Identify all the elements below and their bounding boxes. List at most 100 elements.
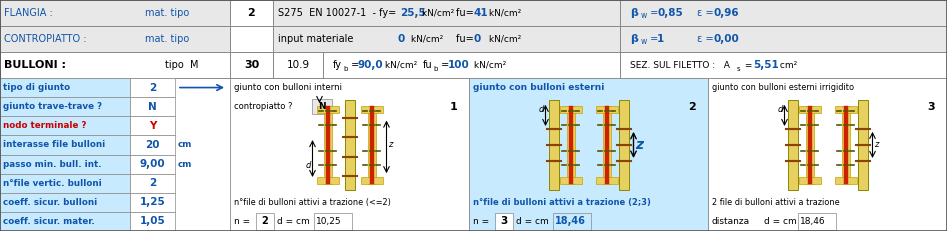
Text: 20: 20 bbox=[145, 140, 160, 150]
Text: CONTROPIATTO :: CONTROPIATTO : bbox=[4, 34, 86, 44]
Bar bbox=[0, 193, 130, 212]
Text: giunto trave-trave ?: giunto trave-trave ? bbox=[3, 102, 102, 111]
Bar bbox=[326, 106, 330, 184]
Bar bbox=[708, 78, 947, 231]
Text: 9,00: 9,00 bbox=[140, 159, 166, 169]
Bar bbox=[857, 100, 867, 190]
Text: S275  EN 10027-1  - fy=: S275 EN 10027-1 - fy= bbox=[278, 8, 400, 18]
Text: mat. tipo: mat. tipo bbox=[145, 8, 189, 18]
Text: β: β bbox=[630, 34, 638, 44]
Text: cm: cm bbox=[178, 140, 192, 149]
Bar bbox=[230, 52, 273, 78]
Text: d = cm: d = cm bbox=[764, 217, 796, 226]
Text: giunto con bulloni esterni irrigidito: giunto con bulloni esterni irrigidito bbox=[712, 83, 854, 92]
Text: nodo terminale ?: nodo terminale ? bbox=[3, 121, 86, 130]
Bar bbox=[0, 52, 620, 78]
Bar bbox=[361, 106, 383, 113]
Bar bbox=[469, 78, 708, 231]
Text: n°file vertic. bulloni: n°file vertic. bulloni bbox=[3, 179, 101, 188]
Text: tipo di giunto: tipo di giunto bbox=[3, 83, 70, 92]
Text: =: = bbox=[348, 60, 363, 70]
Bar bbox=[0, 135, 130, 155]
Bar bbox=[0, 78, 130, 97]
Bar bbox=[130, 155, 175, 174]
Text: 2: 2 bbox=[247, 8, 256, 18]
Text: =: = bbox=[647, 34, 661, 44]
Bar bbox=[0, 155, 130, 174]
Text: cm: cm bbox=[178, 160, 192, 169]
Text: SEZ. SUL FILETTO :   A: SEZ. SUL FILETTO : A bbox=[630, 61, 730, 70]
Bar bbox=[230, 26, 273, 52]
Bar bbox=[842, 106, 849, 184]
Bar bbox=[230, 0, 273, 26]
Text: 18,46: 18,46 bbox=[800, 217, 826, 226]
Text: 90,0: 90,0 bbox=[358, 60, 384, 70]
Text: interasse file bulloni: interasse file bulloni bbox=[3, 140, 105, 149]
Bar bbox=[798, 106, 820, 113]
Text: kN/cm²: kN/cm² bbox=[419, 9, 455, 18]
Text: s: s bbox=[737, 66, 741, 72]
Text: kN/cm²: kN/cm² bbox=[382, 61, 418, 70]
Text: 2: 2 bbox=[149, 82, 156, 93]
Text: giunto con bulloni interni: giunto con bulloni interni bbox=[234, 83, 342, 92]
Text: giunto con bulloni esterni: giunto con bulloni esterni bbox=[473, 83, 604, 92]
Bar bbox=[834, 106, 856, 113]
Bar bbox=[369, 106, 373, 184]
Text: coeff. sicur. mater.: coeff. sicur. mater. bbox=[3, 217, 95, 226]
Bar bbox=[0, 116, 130, 135]
Bar bbox=[316, 177, 338, 184]
Text: 0,96: 0,96 bbox=[713, 8, 739, 18]
Text: 10,25: 10,25 bbox=[316, 217, 342, 226]
Text: distanza: distanza bbox=[712, 217, 750, 226]
Text: n =: n = bbox=[234, 217, 253, 226]
Text: ε =: ε = bbox=[697, 34, 717, 44]
Text: w: w bbox=[641, 37, 647, 46]
Text: kN/cm²: kN/cm² bbox=[486, 34, 521, 43]
Text: =: = bbox=[647, 8, 661, 18]
Text: 18,46: 18,46 bbox=[555, 216, 586, 226]
Text: z: z bbox=[388, 140, 393, 149]
Text: 100: 100 bbox=[448, 60, 470, 70]
Text: w: w bbox=[641, 12, 647, 21]
Text: 2: 2 bbox=[149, 178, 156, 188]
Bar bbox=[0, 212, 130, 231]
Bar bbox=[130, 97, 175, 116]
Text: 3: 3 bbox=[927, 102, 935, 112]
Bar bbox=[361, 177, 383, 184]
Bar bbox=[798, 177, 820, 184]
Text: mat. tipo: mat. tipo bbox=[145, 34, 189, 44]
Text: 3: 3 bbox=[500, 216, 508, 226]
Bar bbox=[620, 26, 947, 52]
Text: 41: 41 bbox=[474, 8, 489, 18]
Text: 0,85: 0,85 bbox=[657, 8, 683, 18]
Text: z: z bbox=[635, 138, 644, 152]
Bar bbox=[256, 213, 274, 230]
Bar bbox=[618, 100, 629, 190]
Bar bbox=[273, 52, 323, 78]
Bar bbox=[314, 213, 352, 230]
Text: d: d bbox=[777, 105, 783, 114]
Bar bbox=[367, 106, 376, 184]
Text: b: b bbox=[343, 66, 348, 72]
Bar bbox=[604, 106, 609, 184]
Text: z: z bbox=[874, 140, 879, 149]
Text: n°file di bulloni attivi a trazione (2;3): n°file di bulloni attivi a trazione (2;3… bbox=[473, 198, 651, 207]
Text: coeff. sicur. bulloni: coeff. sicur. bulloni bbox=[3, 198, 98, 207]
Text: b: b bbox=[433, 66, 438, 72]
Bar bbox=[345, 100, 354, 190]
Bar bbox=[130, 193, 175, 212]
Text: n°file di bulloni attivi a trazione (<=2): n°file di bulloni attivi a trazione (<=2… bbox=[234, 198, 391, 207]
Bar bbox=[495, 213, 513, 230]
Bar bbox=[553, 213, 591, 230]
Text: d = cm: d = cm bbox=[277, 217, 310, 226]
Bar bbox=[0, 26, 620, 52]
Bar bbox=[130, 78, 175, 97]
Text: kN/cm²: kN/cm² bbox=[408, 34, 443, 43]
Bar bbox=[620, 0, 947, 26]
Bar bbox=[806, 106, 813, 184]
Text: d = cm: d = cm bbox=[516, 217, 548, 226]
Bar bbox=[568, 106, 573, 184]
Bar bbox=[844, 106, 848, 184]
Text: 1,05: 1,05 bbox=[139, 216, 166, 226]
Text: 2: 2 bbox=[688, 102, 696, 112]
